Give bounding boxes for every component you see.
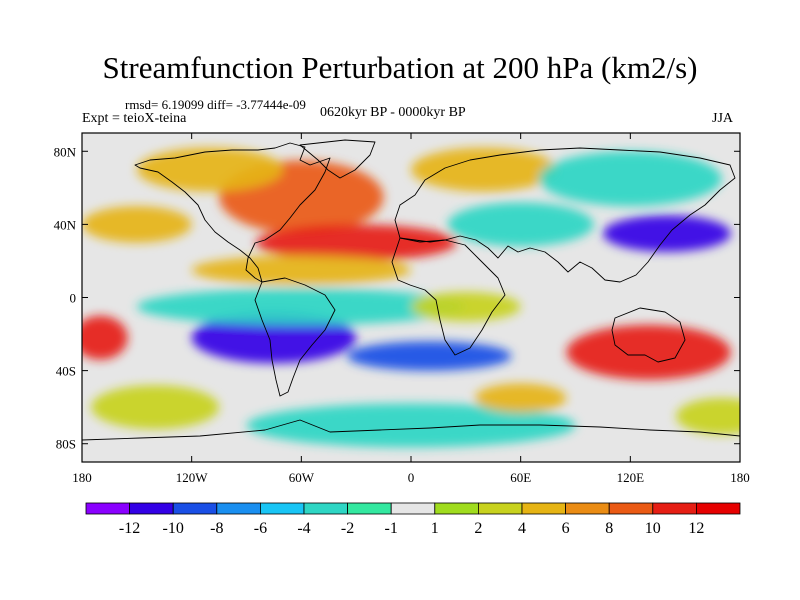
colorbar-swatch — [477, 502, 523, 515]
lon-tick-label: 60E — [510, 470, 531, 485]
figure-title: Streamfunction Perturbation at 200 hPa (… — [102, 50, 698, 85]
field-anomaly-6 — [602, 215, 731, 252]
lon-tick-label: 120E — [617, 470, 645, 485]
lon-tick-label: 60W — [289, 470, 315, 485]
colorbar-label: 12 — [688, 520, 704, 537]
colorbar-swatch — [303, 502, 348, 515]
field-anomaly-4 — [411, 147, 558, 192]
colorbar-swatch — [696, 502, 741, 515]
lon-tick-label: 180 — [730, 470, 750, 485]
field-anomaly-3 — [255, 224, 457, 261]
coastline-south-america — [254, 277, 336, 397]
coastline-greenland — [299, 139, 376, 179]
field-anomaly-8 — [82, 315, 128, 360]
field-anomaly-9 — [191, 255, 411, 285]
colorbar-label: -10 — [163, 520, 184, 537]
field-anomaly-16 — [474, 383, 567, 413]
field-anomaly-2 — [82, 206, 192, 243]
colorbar-label: 4 — [518, 520, 526, 537]
lat-tick-label: 40S — [56, 364, 76, 379]
coastline-australia — [611, 307, 686, 363]
coastline-north-america — [134, 142, 331, 283]
lat-tick-label: 80S — [56, 437, 76, 452]
colorbar-swatch — [172, 502, 218, 515]
coastline-europe-asia — [394, 147, 736, 283]
field-anomaly-15 — [246, 403, 576, 448]
colorbar-label: 6 — [562, 520, 570, 537]
field-anomaly-12 — [136, 288, 466, 325]
field-anomaly-1 — [136, 147, 284, 192]
colorbar-swatch — [565, 502, 610, 515]
period-label: 0620kyr BP - 0000kyr BP — [320, 105, 466, 120]
colorbar-label: -4 — [297, 520, 310, 537]
field-layer — [82, 147, 740, 448]
colorbar-label: 8 — [605, 520, 613, 537]
colorbar-swatch — [434, 502, 479, 515]
field-anomaly-17 — [91, 385, 220, 430]
colorbar-swatch — [390, 502, 436, 515]
colorbar-label: -1 — [385, 520, 398, 537]
colorbar-label: -2 — [341, 520, 354, 537]
colorbar-label: 1 — [431, 520, 439, 537]
colorbar-swatch — [85, 502, 130, 515]
lon-tick-label: 0 — [408, 470, 415, 485]
lon-tick-label: 120W — [176, 470, 209, 485]
coastline-antarctica — [82, 419, 740, 441]
lat-tick-label: 40N — [54, 217, 77, 232]
field-anomaly-5 — [447, 202, 594, 247]
colorbar-swatch — [216, 502, 261, 515]
lon-tick-label: 180 — [72, 470, 92, 485]
coastline-africa — [391, 237, 506, 356]
colorbar-swatch — [608, 502, 654, 515]
lat-tick-label: 0 — [70, 291, 77, 306]
colorbar-label: -8 — [210, 520, 223, 537]
coastline-layer — [82, 139, 740, 441]
colorbar-swatch — [259, 502, 305, 515]
map-axes: 180 120W 60W 0 60E 120E 180 80N 40N 0 40S 80S — [54, 133, 750, 485]
colorbar-swatch — [652, 502, 697, 515]
stats-label: rmsd= 6.19099 diff= -3.77444e-09 — [125, 97, 306, 112]
field-anomaly-18 — [676, 398, 740, 435]
field-anomaly-7 — [538, 151, 722, 207]
field-anomaly-13 — [566, 324, 731, 380]
colorbar-label: -12 — [119, 520, 140, 537]
field-anomaly-10 — [191, 312, 357, 364]
colorbar-swatch — [129, 502, 174, 515]
colorbar-swatch — [347, 502, 392, 515]
colorbar-label: 10 — [645, 520, 661, 537]
lat-tick-label: 80N — [54, 144, 77, 159]
experiment-label: Expt = teioX-teina — [82, 111, 187, 126]
colorbar-label: -6 — [254, 520, 267, 537]
colorbar-swatch — [521, 502, 566, 515]
season-label: JJA — [712, 111, 734, 126]
colorbar-label: 2 — [474, 520, 482, 537]
colorbar: -12 -10 -8 -6 -4 -2 -1 1 2 4 6 8 10 12 — [85, 502, 741, 537]
field-anomaly-11 — [347, 341, 512, 371]
